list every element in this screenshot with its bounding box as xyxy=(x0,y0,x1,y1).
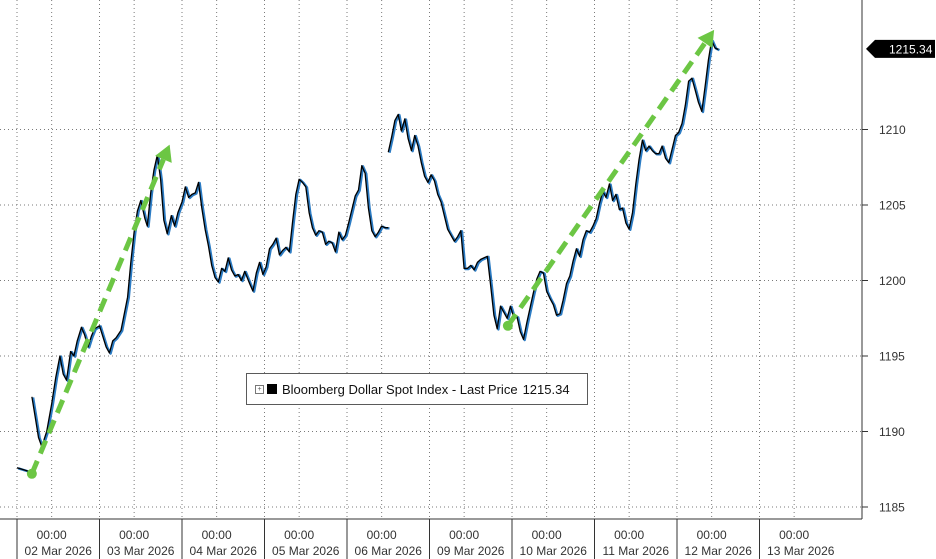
y-tick-label: 1190 xyxy=(879,425,905,439)
x-time-label: 00:00 xyxy=(614,528,644,542)
x-time-label: 00:00 xyxy=(284,528,314,542)
last-price-marker: 1215.34 xyxy=(866,39,935,58)
x-date-label: 09 Mar 2026 xyxy=(437,544,505,558)
legend-swatch xyxy=(267,384,277,394)
y-tick-labels: 1185 1190 1195 1200 1205 1210 xyxy=(862,123,906,515)
y-tick-label: 1210 xyxy=(879,123,906,137)
series-lines xyxy=(16,39,720,476)
legend-value: 1215.34 xyxy=(522,381,570,397)
trend-arrows xyxy=(26,29,715,479)
x-date-label: 10 Mar 2026 xyxy=(520,544,588,558)
y-tick-label: 1185 xyxy=(879,501,905,515)
series-shadow xyxy=(388,39,720,342)
x-date-label: 02 Mar 2026 xyxy=(25,544,93,558)
x-time-label: 00:00 xyxy=(532,528,562,542)
trend-arrow-shaft xyxy=(505,41,708,328)
legend-box[interactable]: + Bloomberg Dollar Spot Index - Last Pri… xyxy=(246,373,588,405)
x-time-label: 00:00 xyxy=(119,528,149,542)
x-date-label: 04 Mar 2026 xyxy=(190,544,258,558)
x-date-label: 12 Mar 2026 xyxy=(685,544,753,558)
x-time-label: 00:00 xyxy=(449,528,479,542)
x-date-label: 06 Mar 2026 xyxy=(355,544,423,558)
x-date-label: 05 Mar 2026 xyxy=(272,544,340,558)
series-line xyxy=(387,39,719,341)
x-time-label: 00:00 xyxy=(367,528,397,542)
last-price-label: 1215.34 xyxy=(889,42,933,56)
x-time-label: 00:00 xyxy=(779,528,809,542)
x-time-label: 00:00 xyxy=(697,528,727,542)
last-price-badge xyxy=(866,39,935,58)
trend-arrow-shaft xyxy=(29,158,166,475)
legend-expand-icon[interactable]: + xyxy=(255,384,264,394)
x-date-label: 03 Mar 2026 xyxy=(107,544,175,558)
x-tick-labels: 00:00 00:00 00:00 00:00 00:00 00:00 00:00 00:00… xyxy=(25,528,835,558)
series-line xyxy=(31,154,389,448)
y-tick-label: 1195 xyxy=(879,350,905,364)
grid-lines xyxy=(0,0,862,559)
x-time-label: 00:00 xyxy=(37,528,67,542)
x-date-label: 13 Mar 2026 xyxy=(767,544,835,558)
y-tick-label: 1205 xyxy=(879,199,906,213)
y-tick-label: 1200 xyxy=(879,274,906,288)
x-date-label: 11 Mar 2026 xyxy=(603,544,670,558)
x-time-label: 00:00 xyxy=(202,528,232,542)
axes xyxy=(0,0,863,520)
trend-arrow-head xyxy=(697,29,715,49)
legend-label: Bloomberg Dollar Spot Index - Last Price xyxy=(282,381,518,397)
trend-arrow-start xyxy=(26,468,37,479)
trend-arrow-head xyxy=(155,144,172,163)
trend-arrow-start xyxy=(502,320,513,331)
